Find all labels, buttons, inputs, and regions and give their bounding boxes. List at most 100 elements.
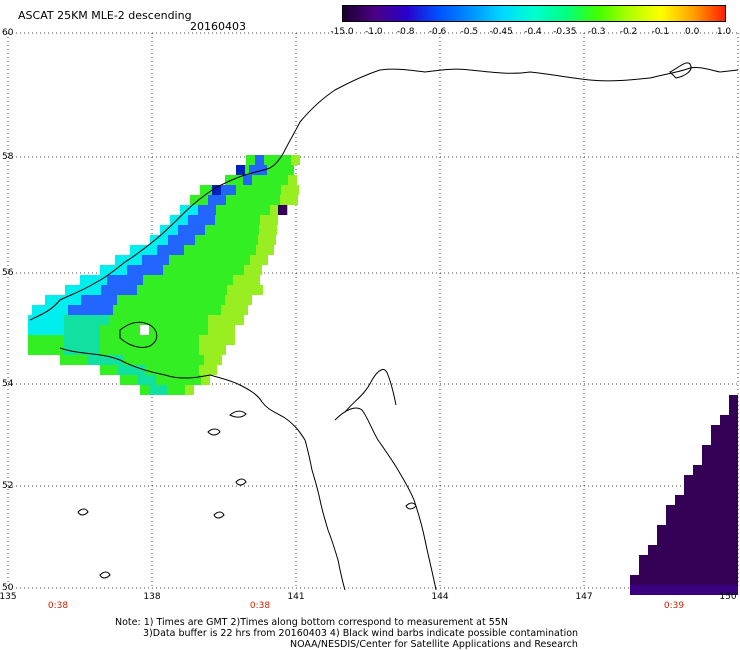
data-cell [172, 265, 181, 275]
data-cell [73, 345, 82, 355]
data-cell [134, 275, 143, 285]
data-cell [648, 575, 657, 585]
data-cell [118, 365, 127, 375]
data-cell [37, 325, 46, 335]
data-cell [190, 325, 199, 335]
data-cell [693, 565, 702, 575]
data-cell [203, 305, 212, 315]
data-cell [639, 585, 648, 595]
data-cell [216, 205, 225, 215]
data-cell [226, 195, 235, 205]
data-cell [142, 255, 151, 265]
time-label: 0:39 [663, 601, 685, 611]
data-cell [720, 575, 729, 585]
data-cell [158, 385, 167, 395]
colorbar-label: 1.0 [716, 27, 732, 37]
data-cell [247, 245, 256, 255]
data-cell [675, 495, 684, 505]
data-cell [65, 285, 74, 295]
data-cell [693, 555, 702, 565]
data-cell [197, 215, 206, 225]
data-cell [684, 565, 693, 575]
data-cell [693, 515, 702, 525]
data-cell [657, 555, 666, 565]
data-cell [96, 355, 105, 365]
data-cell [100, 315, 109, 325]
scatterometer-cells [28, 155, 738, 595]
data-cell [91, 345, 100, 355]
data-cell [109, 325, 118, 335]
data-cell [81, 295, 90, 305]
data-cell [204, 235, 213, 245]
data-cell [259, 225, 268, 235]
data-cell [136, 265, 145, 275]
data-cell [185, 305, 194, 315]
data-cell [120, 375, 129, 385]
data-cell [82, 335, 91, 345]
data-cell [666, 565, 675, 575]
longitude-label: 138 [143, 592, 161, 602]
data-cell [711, 535, 720, 545]
data-cell [109, 335, 118, 345]
data-cell [217, 345, 226, 355]
data-cell [245, 185, 254, 195]
data-cell [154, 335, 163, 345]
data-cell [702, 475, 711, 485]
data-cell [252, 205, 261, 215]
data-cell [118, 315, 127, 325]
data-cell [135, 295, 144, 305]
data-cell [729, 425, 738, 435]
data-cell [98, 275, 107, 285]
data-cell [201, 375, 210, 385]
data-cell [227, 285, 236, 295]
data-cell [109, 265, 118, 275]
data-cell [139, 245, 148, 255]
data-cell [141, 355, 150, 365]
data-cell [45, 295, 54, 305]
data-cell [675, 565, 684, 575]
data-cell [208, 335, 217, 345]
data-cell [200, 285, 209, 295]
data-cell [291, 155, 300, 165]
data-cell [154, 345, 163, 355]
data-cell [74, 285, 83, 295]
data-cell [132, 355, 141, 365]
data-cell [116, 275, 125, 285]
data-cell [199, 365, 208, 375]
data-cell [270, 205, 279, 215]
data-cell [138, 375, 147, 385]
data-cell [720, 585, 729, 595]
data-cell [196, 225, 205, 235]
data-cell [148, 245, 157, 255]
data-cell [55, 345, 64, 355]
data-cell [711, 475, 720, 485]
data-cell [146, 285, 155, 295]
data-cell [693, 535, 702, 545]
data-cell [157, 245, 166, 255]
data-cell [648, 555, 657, 565]
data-cell [190, 195, 199, 205]
data-cell [675, 555, 684, 565]
data-cell [100, 345, 109, 355]
data-cell [160, 255, 169, 265]
data-cell [166, 245, 175, 255]
data-cell [271, 195, 280, 205]
data-cell [198, 205, 207, 215]
data-cell [73, 315, 82, 325]
data-cell [137, 285, 146, 295]
data-cell [254, 285, 263, 295]
data-cell [258, 235, 267, 245]
data-cell [180, 205, 189, 215]
data-cell [272, 185, 281, 195]
data-cell [213, 235, 222, 245]
data-cell [229, 245, 238, 255]
data-cell [156, 375, 165, 385]
data-cell [252, 175, 261, 185]
time-label: 0:38 [47, 601, 69, 611]
longitude-label: 135 [0, 592, 17, 602]
data-cell [73, 335, 82, 345]
data-cell [108, 295, 117, 305]
data-cell [197, 275, 206, 285]
data-cell [666, 515, 675, 525]
data-cell [183, 375, 192, 385]
